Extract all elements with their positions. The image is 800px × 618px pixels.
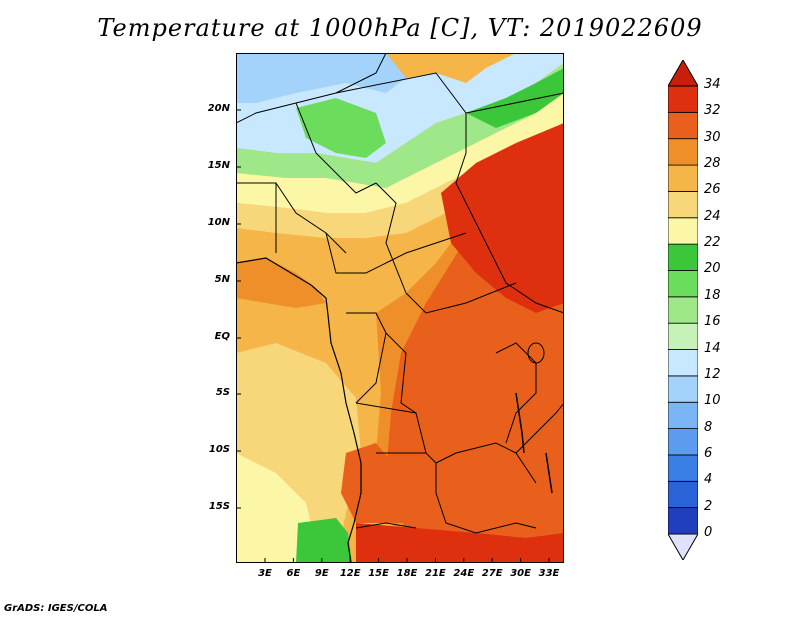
lat-label: 15S xyxy=(208,501,230,512)
colorbar-segment xyxy=(667,322,699,350)
region-34-south xyxy=(356,523,564,563)
colorbar-label: 26 xyxy=(704,182,721,198)
colorbar-label: 22 xyxy=(704,235,721,251)
lake-victoria xyxy=(527,342,545,364)
colorbar-label: 14 xyxy=(704,340,721,356)
region-18-north xyxy=(236,63,564,188)
lat-label: 15N xyxy=(207,160,230,171)
region-34-east xyxy=(441,123,564,313)
lon-label: 33E xyxy=(538,568,560,579)
region-32-southwest xyxy=(341,443,406,523)
colorbar xyxy=(667,58,699,562)
region-24-sahel xyxy=(236,93,564,213)
lat-label: 20N xyxy=(207,103,230,114)
colorbar-label: 24 xyxy=(704,208,721,224)
colorbar-segment xyxy=(667,375,699,403)
colorbar-label: 2 xyxy=(704,498,713,514)
lon-label: 21E xyxy=(425,568,446,579)
colorbar-segment xyxy=(667,243,699,271)
lat-label: 5N xyxy=(214,274,230,285)
lon-label: 9E xyxy=(314,568,329,579)
colorbar-segment xyxy=(667,454,699,482)
colorbar-segment xyxy=(667,164,699,192)
region-22-north xyxy=(466,68,564,128)
colorbar-label: 28 xyxy=(704,156,721,172)
region-14-north xyxy=(236,53,406,103)
colorbar-under-triangle xyxy=(667,533,699,562)
lat-label: EQ xyxy=(214,331,230,342)
lon-label: 18E xyxy=(396,568,418,579)
colorbar-label: 12 xyxy=(704,366,721,382)
lon-ticks xyxy=(264,558,550,563)
lon-label: 27E xyxy=(481,568,503,579)
colorbar-segment xyxy=(667,428,699,456)
coastline xyxy=(235,257,362,564)
lon-label: 24E xyxy=(453,568,475,579)
region-20-north xyxy=(296,98,386,158)
region-22-coast-patch xyxy=(296,518,352,563)
colorbar-label: 4 xyxy=(704,472,713,488)
colorbar-segment xyxy=(667,349,699,377)
colorbar-segment xyxy=(667,507,699,535)
colorbar-label: 0 xyxy=(704,525,713,540)
colorbar-label: 32 xyxy=(704,103,721,119)
colorbar-label: 10 xyxy=(704,393,721,409)
colorbar-segment xyxy=(667,217,699,245)
colorbar-segment xyxy=(667,85,699,113)
lake-malawi xyxy=(545,452,553,494)
colorbar-segment xyxy=(667,296,699,324)
colorbar-segment xyxy=(667,138,699,166)
lat-label: 10S xyxy=(208,444,230,455)
lat-label: 5S xyxy=(215,387,230,398)
colorbar-label: 6 xyxy=(704,445,713,461)
lon-label: 15E xyxy=(368,568,389,579)
country-borders xyxy=(235,52,565,534)
colorbar-label: 8 xyxy=(704,419,713,435)
lat-label: 10N xyxy=(207,217,230,228)
lon-label: 30E xyxy=(510,568,531,579)
lon-label: 3E xyxy=(258,568,272,579)
colorbar-segment xyxy=(667,270,699,298)
colorbar-segment xyxy=(667,111,699,140)
colorbar-label: 16 xyxy=(704,314,721,330)
lake-tanganyika xyxy=(515,392,525,454)
colorbar-segment xyxy=(667,191,699,219)
lat-ticks xyxy=(236,109,241,509)
map-frame xyxy=(236,53,564,563)
colorbar-label: 34 xyxy=(704,77,721,92)
colorbar-label: 18 xyxy=(704,287,721,303)
colorbar-label: 30 xyxy=(704,129,721,145)
colorbar-label: 20 xyxy=(704,261,721,277)
grads-credit: GrADS: IGES/COLA xyxy=(4,603,108,614)
colorbar-segment xyxy=(667,401,699,429)
temperature-map xyxy=(235,52,565,564)
lon-label: 6E xyxy=(286,568,301,579)
colorbar-segment xyxy=(667,480,699,509)
lon-label: 12E xyxy=(339,568,361,579)
region-30-gulf xyxy=(236,258,326,308)
map-title: Temperature at 1000hPa [C], VT: 20190226… xyxy=(97,14,703,42)
colorbar-over-triangle xyxy=(667,58,699,87)
